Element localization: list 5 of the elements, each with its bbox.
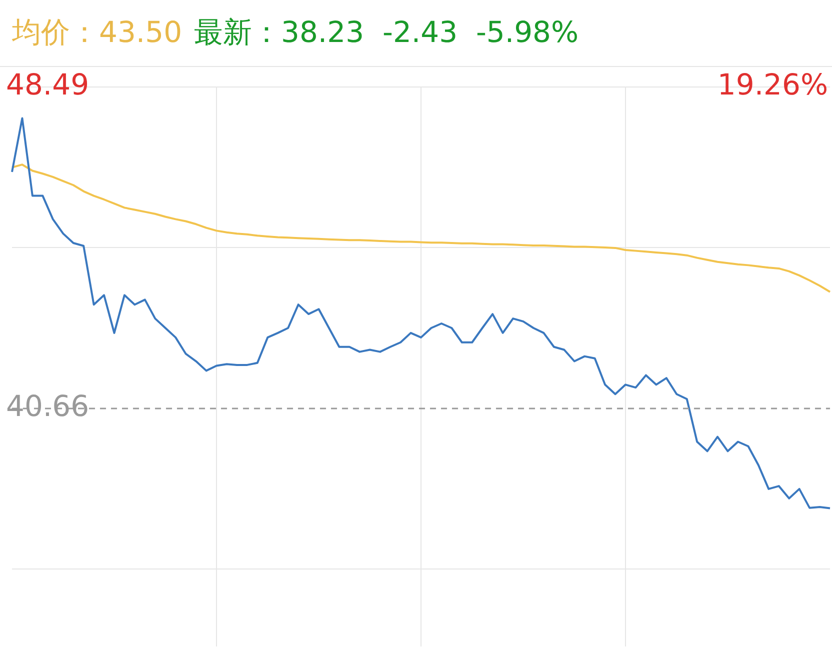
chart-subtitle: 最新：38.23 -2.43 -5.98% [194,14,579,51]
chart-title: 均价：43.50 [12,14,182,51]
annotation: 19.26% [717,68,828,102]
y-tick-label: 40.66 [6,389,90,424]
y-tick-label: 48.49 [6,68,90,102]
